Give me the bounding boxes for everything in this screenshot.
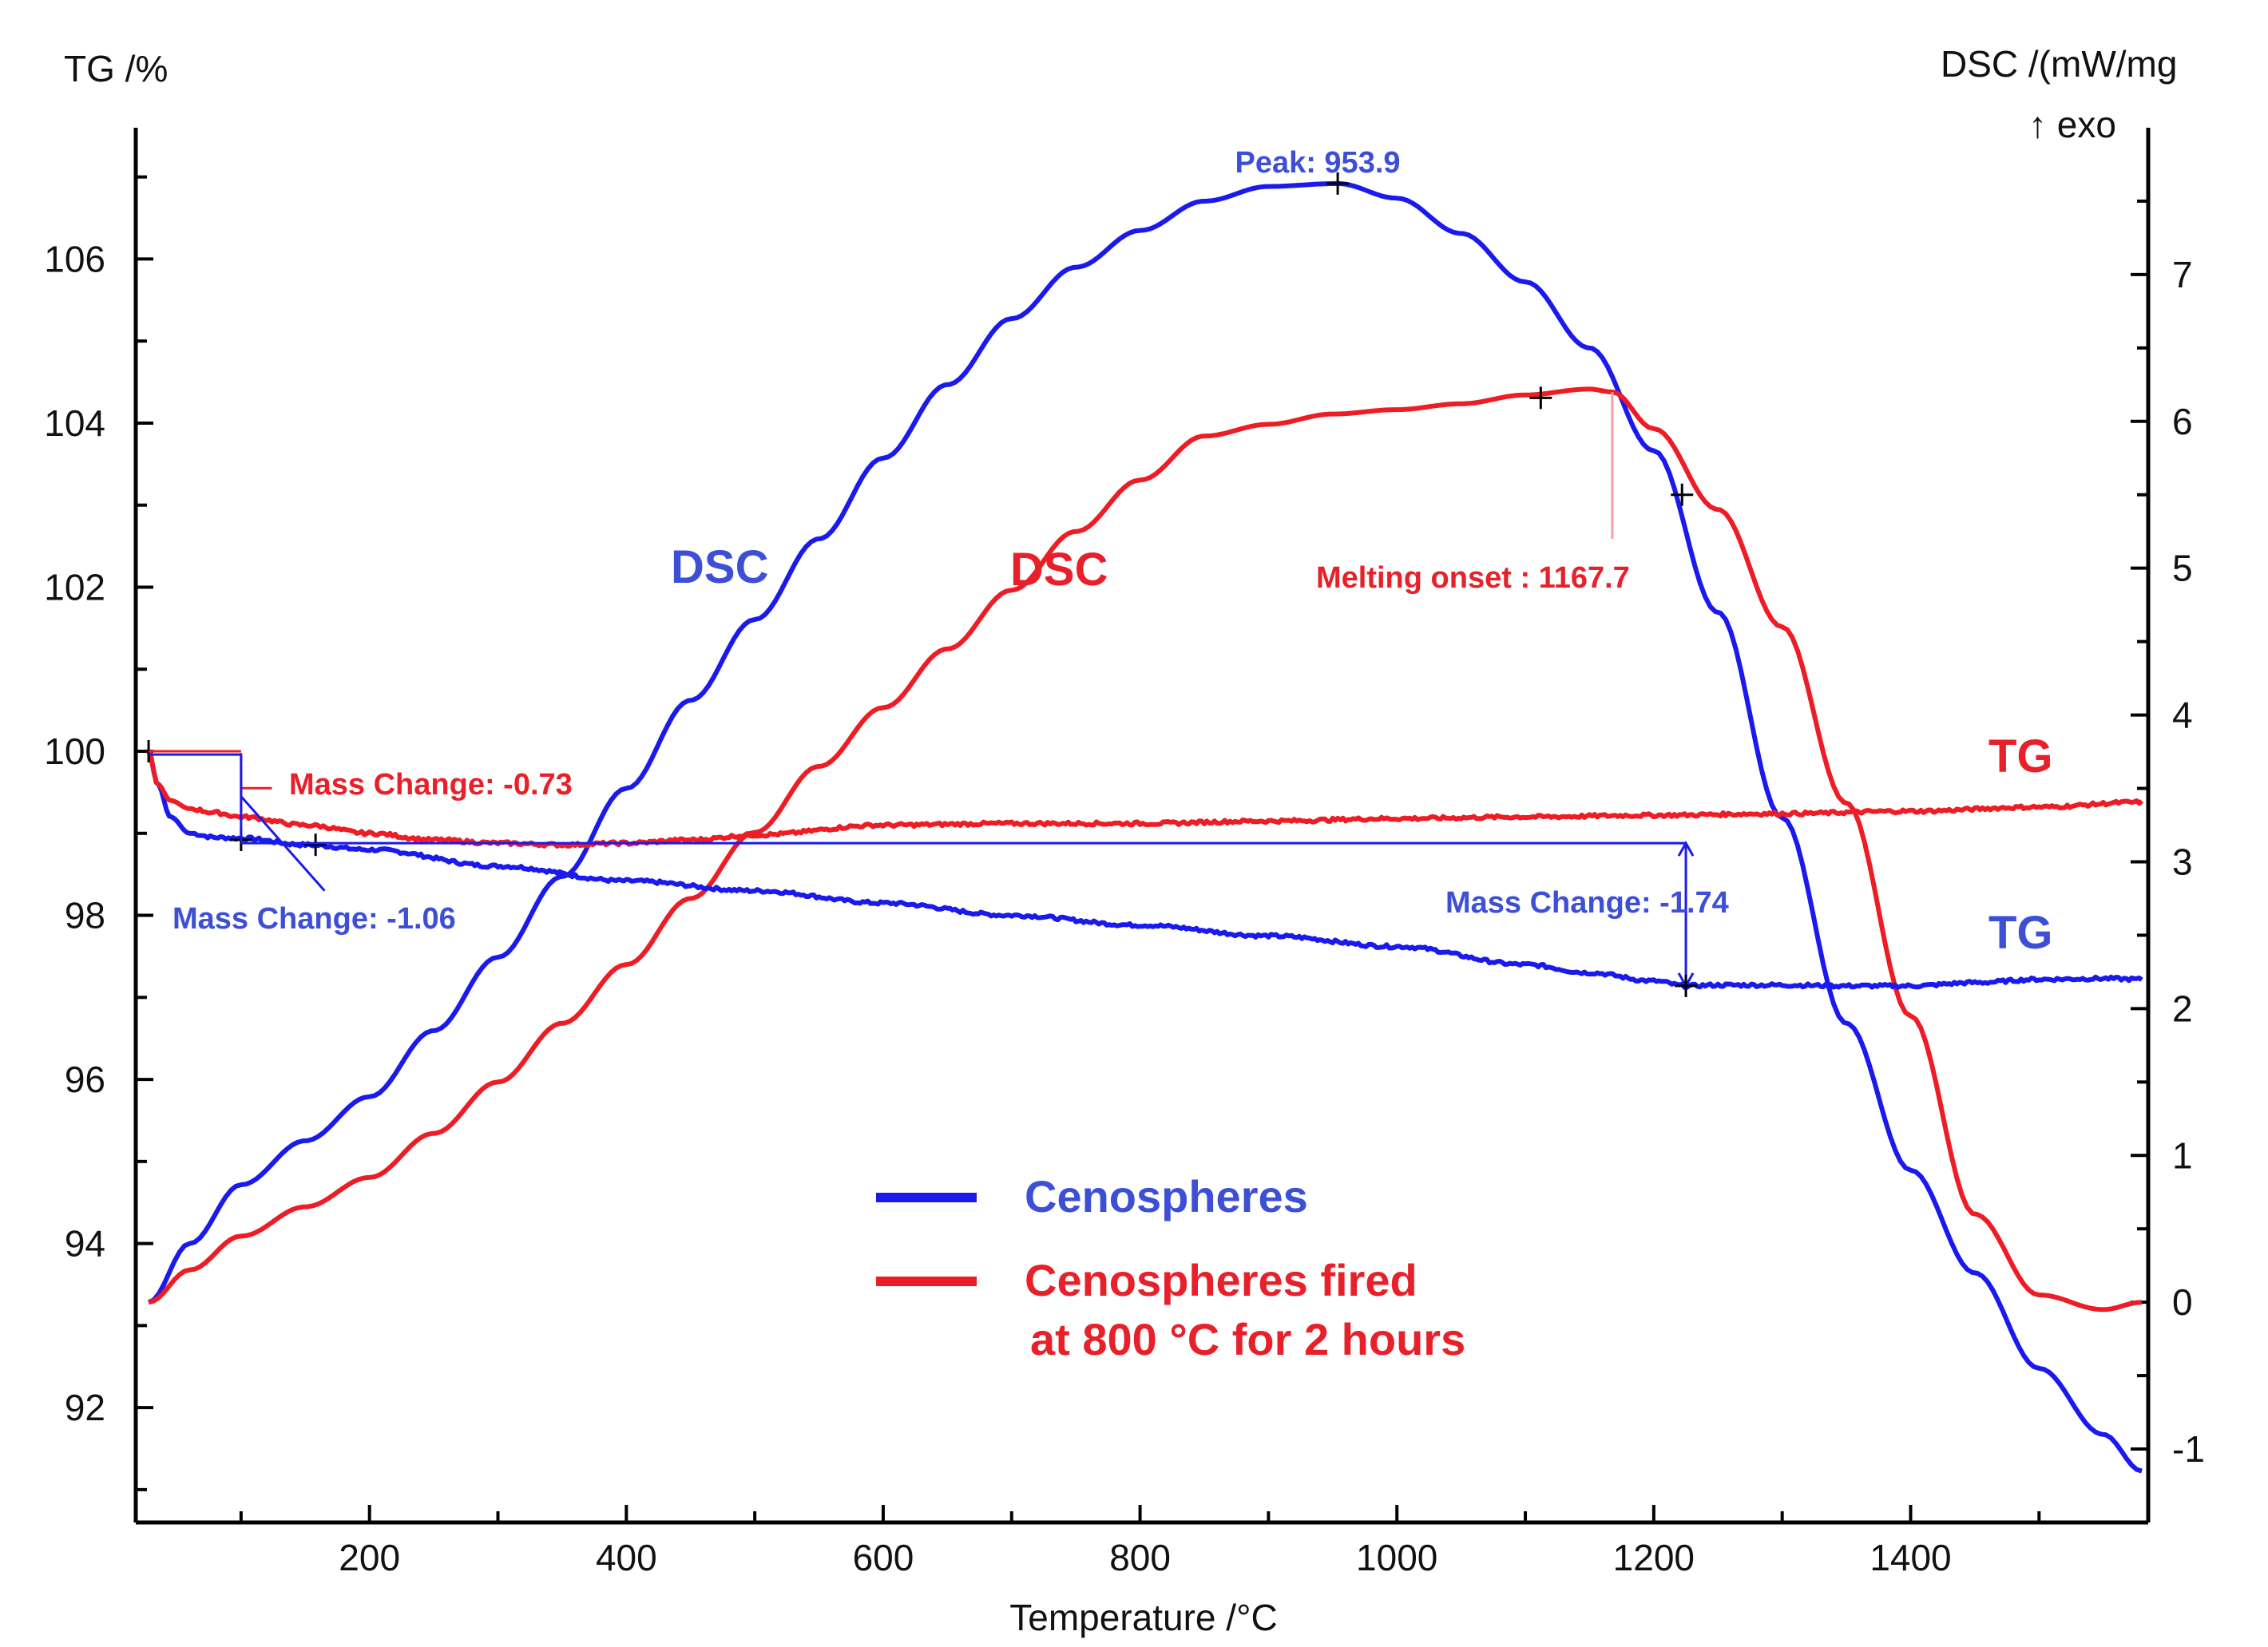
mass-change-blue-label-2: Mass Change: -1.74: [1445, 886, 1729, 920]
y-right-tick-label: 3: [2172, 841, 2193, 882]
y-right-axis-ticks: -1 0 1 2 3 4 5 6 7: [2131, 199, 2205, 1524]
y-right-tick-label: 5: [2172, 548, 2193, 589]
mass-change-blue-label-1: Mass Change: -1.06: [172, 902, 456, 936]
y-left-tick-label: 102: [44, 566, 105, 608]
x-tick-label: 200: [339, 1537, 400, 1578]
x-tick-label: 1400: [1870, 1537, 1951, 1578]
legend: Cenospheres Cenospheres fired at 800 °C …: [876, 1171, 1465, 1364]
y-left-tick-label: 106: [44, 238, 105, 279]
y-right-tick-label: 7: [2172, 254, 2193, 295]
x-axis-ticks: 200 400 600 800 1000 1200 1400: [239, 1505, 2041, 1578]
y-left-tick-label: 94: [65, 1223, 105, 1265]
x-tick-label: 1200: [1613, 1537, 1695, 1578]
y-left-tick-label: 100: [44, 730, 105, 772]
series-line-1: [147, 180, 2143, 1474]
x-tick-label: 800: [1109, 1537, 1171, 1578]
melting-onset-label: Melting onset : 1167.7: [1316, 561, 1630, 595]
y-left-tick-label: 96: [65, 1059, 105, 1100]
y-right-tick-label: -1: [2172, 1428, 2205, 1470]
peak-label: Peak: 953.9: [1235, 146, 1400, 180]
legend-label-cenospheres-fired: Cenospheres fired: [1025, 1255, 1418, 1305]
x-tick-label: 600: [853, 1537, 914, 1578]
y-right-tick-label: 1: [2172, 1134, 2193, 1176]
mass-blue-arrowhead: [1677, 841, 1695, 857]
y-right-tick-label: 2: [2172, 988, 2193, 1029]
legend-label-cenospheres-fired-line2: at 800 °C for 2 hours: [1030, 1314, 1465, 1364]
x-tick-label: 1000: [1356, 1537, 1437, 1578]
dsc-red-label: DSC: [1010, 544, 1108, 596]
tg-red-label: TG: [1988, 730, 2053, 782]
dsc-blue-label: DSC: [671, 541, 768, 593]
y-left-axis-ticks: 92 94 96 98 100 102 104 106: [44, 175, 153, 1491]
x-tick-label: 400: [596, 1537, 657, 1578]
x-axis-title: Temperature /°C: [1009, 1597, 1277, 1638]
series-line-3: [146, 750, 2143, 990]
y-right-tick-label: 0: [2172, 1281, 2193, 1323]
mass-change-red-label: Mass Change: -0.73: [289, 768, 573, 802]
y-right-tick-label: 6: [2172, 401, 2193, 442]
y-left-tick-label: 98: [65, 895, 105, 936]
tg-blue-label: TG: [1988, 907, 2053, 959]
y-right-axis-subtitle: ↑ exo: [2028, 104, 2116, 145]
series-line-2: [148, 386, 2143, 1312]
y-left-axis-title: TG /%: [64, 48, 168, 89]
legend-label-cenospheres: Cenospheres: [1025, 1171, 1308, 1221]
y-left-tick-label: 104: [44, 402, 105, 444]
annotation-marks: [137, 172, 1698, 997]
y-left-tick-label: 92: [65, 1387, 105, 1428]
y-right-tick-label: 4: [2172, 695, 2193, 736]
y-right-axis-title: DSC /(mW/mg: [1941, 43, 2177, 85]
